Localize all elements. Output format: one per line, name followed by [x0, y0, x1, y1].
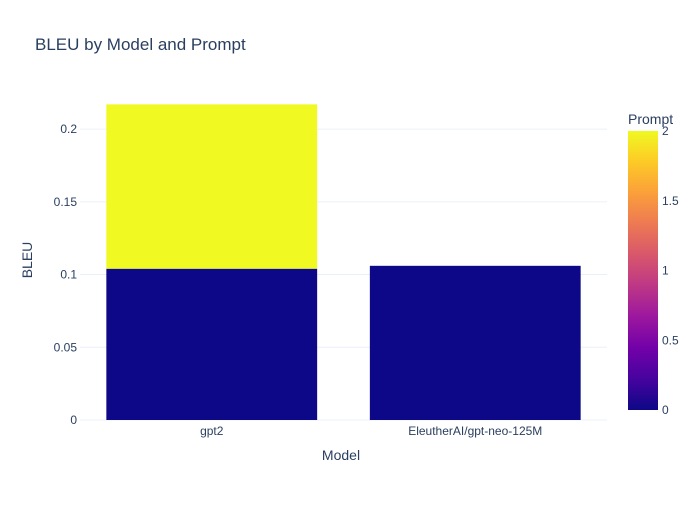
y-tick-label: 0.05: [54, 340, 78, 354]
colorbar-tick-label: 1: [662, 264, 669, 278]
y-tick-label: 0.1: [60, 268, 77, 282]
y-tick-label: 0: [70, 413, 77, 427]
colorbar-ticks: 0 0.5 1 1.5 2: [662, 124, 679, 417]
y-axis-ticks: 0 0.05 0.1 0.15 0.2: [54, 122, 78, 427]
colorbar-tick-label: 2: [662, 124, 669, 138]
x-tick-label: EleutherAI/gpt-neo-125M: [408, 424, 542, 438]
bar-segment: [106, 104, 318, 269]
colorbar-title: Prompt: [628, 111, 673, 127]
y-axis-label: BLEU: [19, 242, 35, 279]
chart-title: BLEU by Model and Prompt: [35, 35, 246, 54]
bars: [106, 104, 581, 420]
x-axis-ticks: gpt2 EleutherAI/gpt-neo-125M: [200, 424, 542, 438]
x-axis-label: Model: [322, 447, 360, 463]
y-tick-label: 0.15: [54, 195, 78, 209]
colorbar-tick-label: 0: [662, 403, 669, 417]
colorbar-gradient: [628, 131, 658, 410]
colorbar-tick-label: 1.5: [662, 194, 679, 208]
colorbar: Prompt 0 0.5 1 1.5 2: [628, 111, 679, 417]
colorbar-tick-label: 0.5: [662, 333, 679, 347]
y-tick-label: 0.2: [60, 122, 77, 136]
bar-segment: [369, 265, 581, 420]
x-tick-label: gpt2: [200, 424, 224, 438]
bar-segment: [106, 268, 318, 420]
